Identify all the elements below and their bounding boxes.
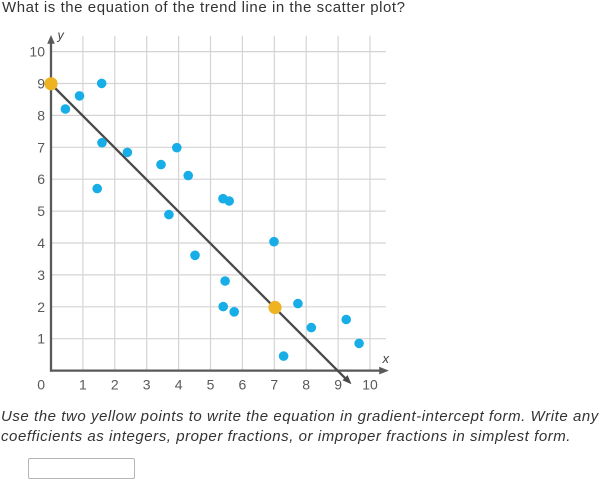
svg-text:0: 0: [37, 377, 45, 393]
svg-text:10: 10: [362, 377, 378, 393]
svg-text:2: 2: [37, 299, 45, 315]
svg-text:1: 1: [79, 377, 87, 393]
svg-text:2: 2: [111, 377, 119, 393]
svg-text:1: 1: [37, 331, 45, 347]
svg-text:8: 8: [302, 377, 310, 393]
svg-text:x: x: [382, 351, 390, 366]
svg-text:9: 9: [334, 377, 342, 393]
svg-text:3: 3: [37, 267, 45, 283]
svg-text:5: 5: [37, 203, 45, 219]
svg-text:4: 4: [175, 377, 183, 393]
svg-text:7: 7: [270, 377, 278, 393]
svg-text:6: 6: [239, 377, 247, 393]
svg-text:6: 6: [37, 171, 45, 187]
svg-text:3: 3: [143, 377, 151, 393]
svg-text:4: 4: [37, 235, 45, 251]
svg-text:7: 7: [37, 139, 45, 155]
svg-text:8: 8: [37, 107, 45, 123]
svg-text:9: 9: [37, 76, 45, 92]
svg-text:y: y: [57, 29, 65, 43]
svg-text:10: 10: [29, 44, 45, 60]
svg-text:5: 5: [207, 377, 215, 393]
